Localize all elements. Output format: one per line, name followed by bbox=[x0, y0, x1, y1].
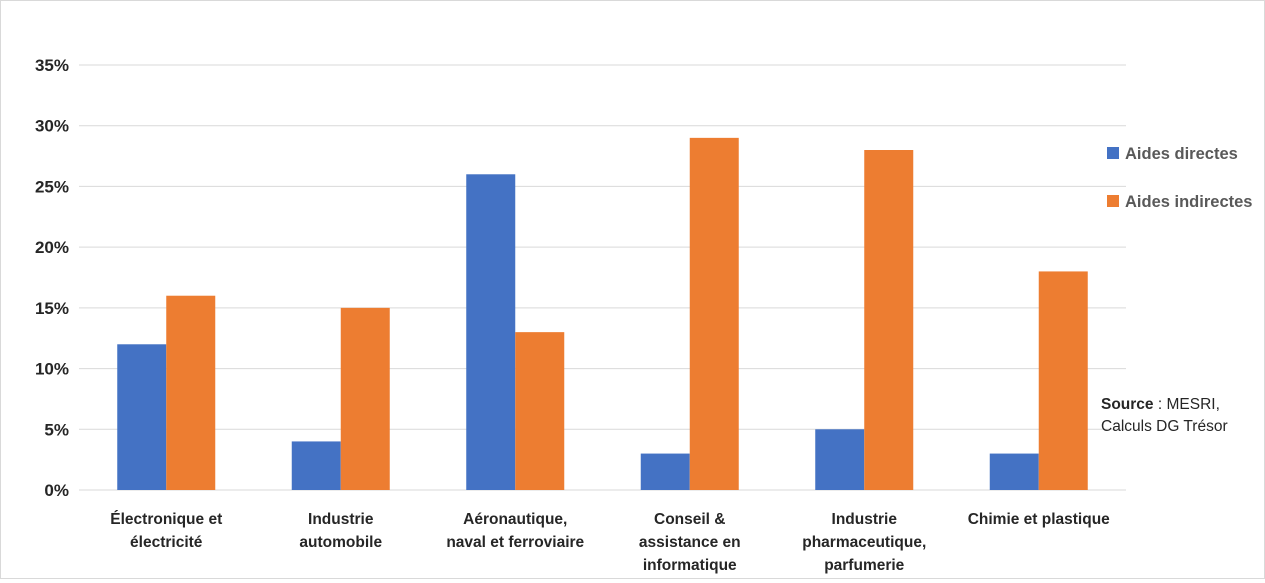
legend-label: Aides directes bbox=[1125, 145, 1238, 163]
legend-label: Aides indirectes bbox=[1125, 193, 1252, 211]
bar-aides-indirectes bbox=[515, 332, 565, 490]
bar-aides-indirectes bbox=[340, 307, 390, 490]
y-tick-label: 0% bbox=[44, 481, 69, 500]
source-label: Source bbox=[1101, 396, 1154, 413]
legend: Aides directes Aides indirectes bbox=[1107, 145, 1252, 211]
bar-aides-directes bbox=[989, 453, 1039, 490]
x-tick-label: Industrie pharmaceutique, parfumerie bbox=[802, 511, 926, 574]
source-text: : MESRI, bbox=[1153, 396, 1220, 413]
bar-aides-directes bbox=[117, 344, 167, 490]
y-tick-label: 10% bbox=[35, 360, 69, 379]
y-tick-label: 30% bbox=[35, 117, 69, 136]
x-axis-ticks: Électronique et électricité Industrie autom… bbox=[110, 511, 1110, 574]
x-tick-label: Chimie et plastique bbox=[968, 511, 1110, 528]
bar-aides-indirectes bbox=[1038, 271, 1088, 490]
x-tick-label: Aéronautique, naval et ferroviaire bbox=[446, 511, 584, 551]
legend-swatch bbox=[1107, 195, 1119, 207]
bar-aides-indirectes bbox=[864, 150, 914, 490]
bar-aides-directes bbox=[640, 453, 690, 490]
x-tick-label: Électronique et électricité bbox=[110, 511, 222, 551]
x-tick-label: Conseil & assistance en informatique bbox=[639, 511, 741, 574]
bar-aides-directes bbox=[815, 429, 865, 490]
legend-swatch bbox=[1107, 147, 1119, 159]
y-tick-label: 15% bbox=[35, 299, 69, 318]
y-tick-label: 5% bbox=[44, 420, 69, 439]
bars bbox=[117, 137, 1088, 491]
y-axis-ticks: 0% 5% 10% 15% 20% 25% 30% 35% bbox=[35, 56, 69, 500]
x-tick-label: Industrie automobile bbox=[299, 511, 382, 551]
bar-aides-directes bbox=[291, 441, 341, 490]
source-note: Source : MESRI, Calculs DG Trésor bbox=[1101, 394, 1228, 438]
bar-aides-directes bbox=[466, 174, 516, 491]
y-tick-label: 35% bbox=[35, 56, 69, 75]
bar-aides-indirectes bbox=[166, 295, 216, 490]
bar-aides-indirectes bbox=[689, 137, 739, 490]
gridlines bbox=[79, 64, 1126, 491]
source-line2: Calculs DG Trésor bbox=[1101, 418, 1228, 435]
y-tick-label: 25% bbox=[35, 177, 69, 196]
y-tick-label: 20% bbox=[35, 238, 69, 257]
